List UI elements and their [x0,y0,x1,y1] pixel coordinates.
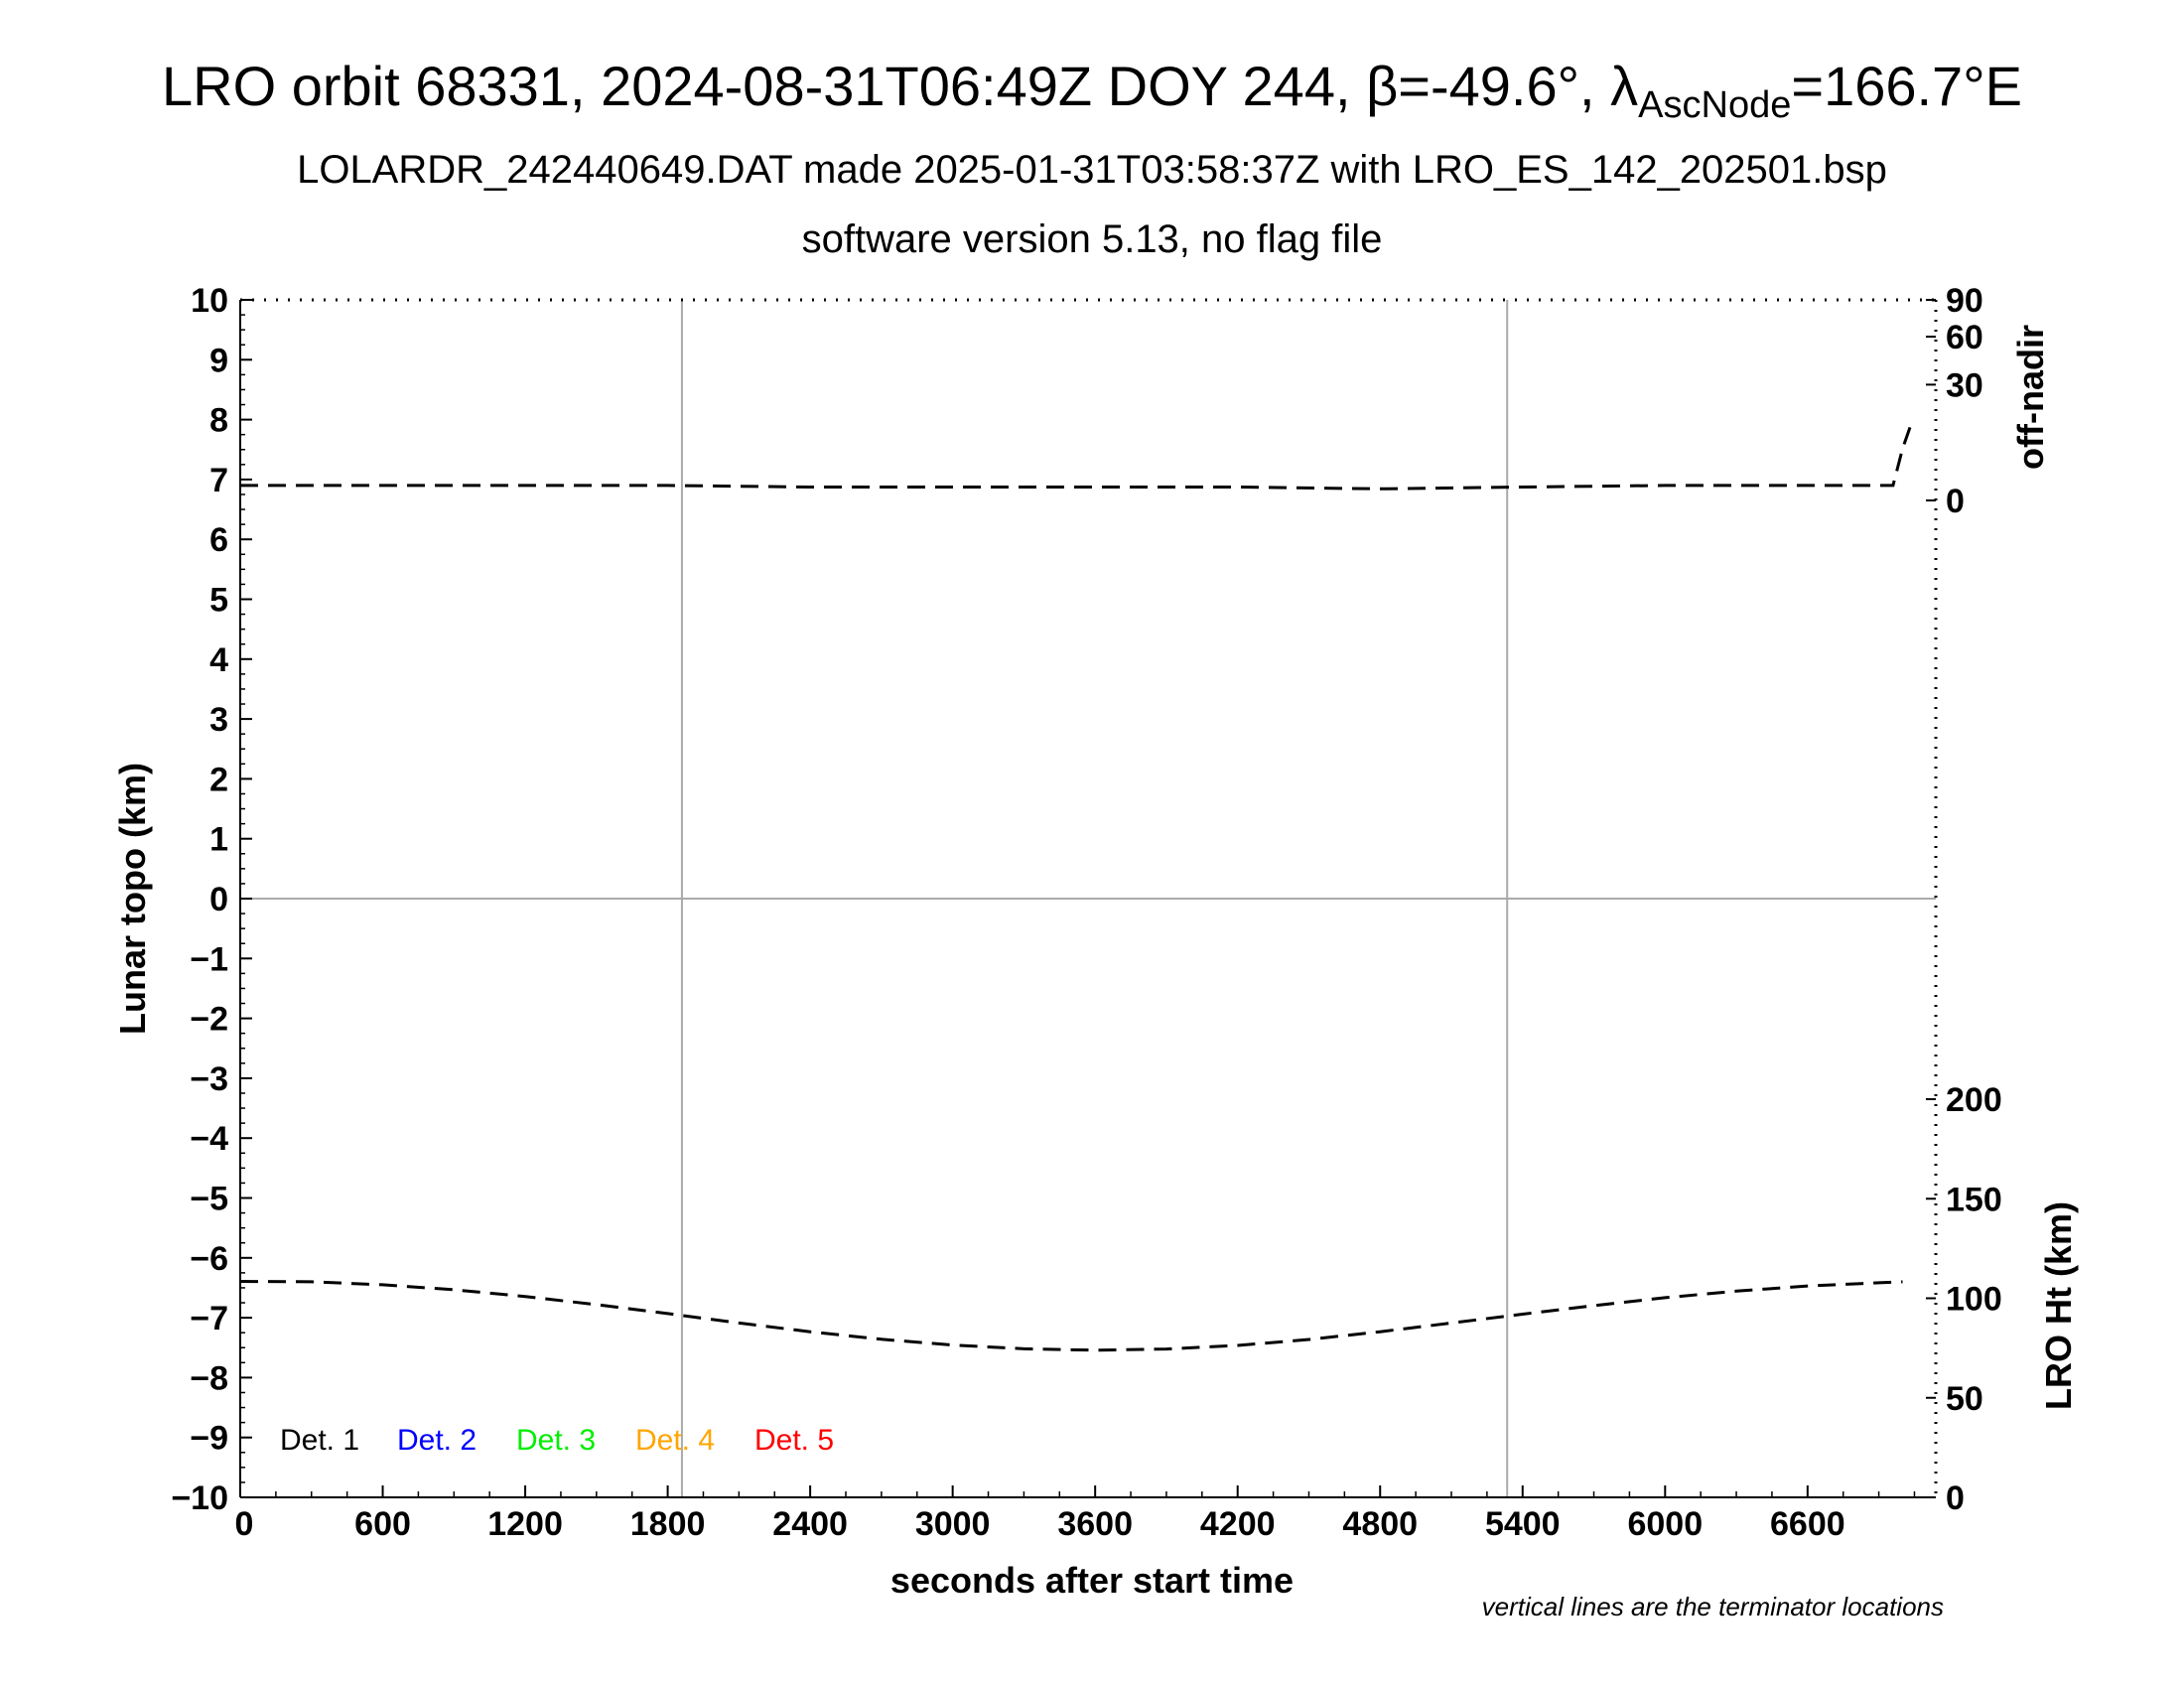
x-axis-title: seconds after start time [890,1560,1294,1601]
y-tick-label: 2 [209,761,228,798]
height-tick-label: 100 [1946,1281,2002,1319]
series-group [239,420,1914,1352]
y-tick-label: 8 [209,402,228,440]
y-tick-label: −2 [190,1001,228,1039]
offnadir-tick-label: 60 [1946,319,1983,356]
y-tick-label: −7 [190,1300,228,1337]
series-line-off-nadir [240,420,1914,491]
y-tick-label: 0 [209,881,228,918]
y-tick-label: 7 [209,462,228,499]
y-tick-label: −9 [190,1420,228,1458]
chart-title: LRO orbit 68331, 2024-08-31T06:49Z DOY 2… [0,52,2184,124]
axis-labels: seconds after start time Lunar topo (km) o… [112,325,2079,1621]
y-tick-label: 4 [209,641,228,679]
chart-subtitle-2: software version 5.13, no flag file [801,217,1383,261]
x-tick-label: 6600 [1770,1505,1845,1543]
offnadir-tick-label: 30 [1946,366,1983,404]
y-axis-title: Lunar topo (km) [112,763,153,1035]
x-tick-label: 1200 [487,1505,563,1543]
x-tick-label: 2400 [772,1505,848,1543]
y-tick-label: −10 [171,1479,228,1517]
x-tick-label: 600 [354,1505,411,1543]
height-tick-label: 200 [1946,1081,2002,1119]
x-tick-label: 4800 [1342,1505,1418,1543]
x-tick-label: 6000 [1627,1505,1703,1543]
height-tick-label: 0 [1946,1479,1965,1517]
x-tick-label: 1800 [630,1505,706,1543]
y2-top-axis-title: off-nadir [2010,325,2051,470]
y-tick-label: 1 [209,821,228,859]
legend-item-det-2: Det. 2 [397,1424,477,1457]
y-tick-label: 6 [209,521,228,559]
grid-lines [240,300,1936,1497]
legend-item-det-4: Det. 4 [635,1424,715,1457]
y2-bottom-axis-title: LRO Ht (km) [2038,1201,2079,1410]
chart-subtitle: LOLARDR_242440649.DAT made 2025-01-31T03… [297,148,1887,192]
y-tick-label: −5 [190,1181,228,1218]
height-tick-label: 50 [1946,1380,1983,1418]
x-tick-label: 5400 [1485,1505,1561,1543]
y-tick-label: −4 [190,1120,228,1158]
offnadir-tick-label: 0 [1946,483,1965,520]
y-tick-label: −8 [190,1359,228,1397]
title-subscript: AscNode [1638,84,1792,126]
legend-item-det-1: Det. 1 [280,1424,359,1457]
height-tick-label: 150 [1946,1181,2002,1218]
x-tick-label: 0 [235,1505,254,1543]
offnadir-tick-label: 90 [1946,282,1983,320]
y-tick-label: −3 [190,1060,228,1098]
y-tick-label: 5 [209,582,228,620]
y-tick-label: 10 [191,282,228,320]
x-tick-label: 3000 [915,1505,991,1543]
title-main: LRO orbit 68331, 2024-08-31T06:49Z DOY 2… [162,55,1639,117]
x-tick-label: 3600 [1057,1505,1133,1543]
y-tick-label: −1 [190,940,228,978]
series-line-lro-height [239,1280,1903,1352]
title-end: =166.7°E [1791,55,2022,117]
y-tick-label: 9 [209,342,228,379]
legend-item-det-5: Det. 5 [754,1424,834,1457]
legend-item-det-3: Det. 3 [516,1424,596,1457]
terminator-note: vertical lines are the terminator locati… [1482,1592,1944,1621]
y-tick-label: 3 [209,701,228,739]
x-tick-label: 4200 [1200,1505,1276,1543]
y-tick-label: −6 [190,1240,228,1278]
legend: Det. 1 Det. 2 Det. 3 Det. 4 Det. 5 [280,1424,834,1457]
